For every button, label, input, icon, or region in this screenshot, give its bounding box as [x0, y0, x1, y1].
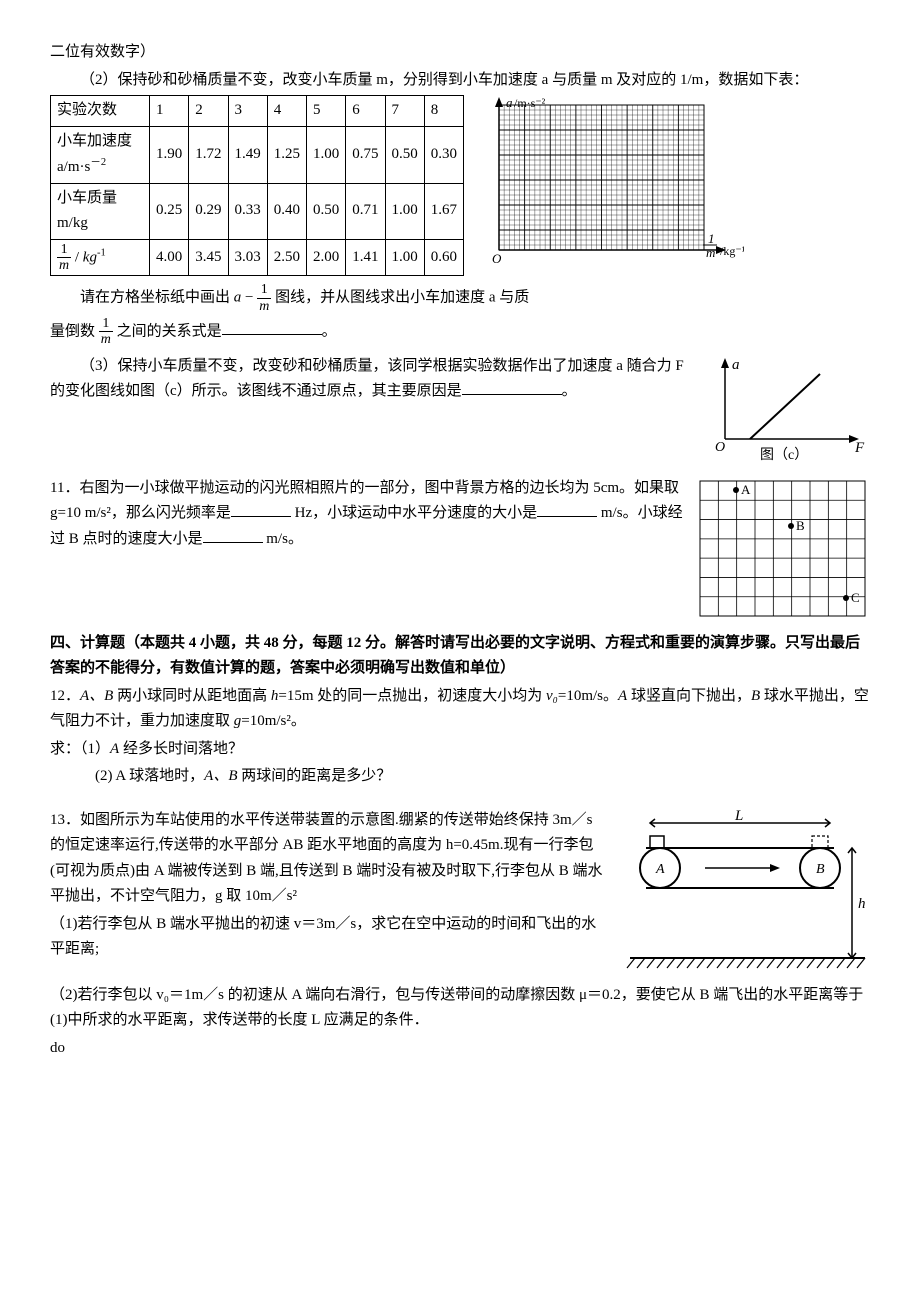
projectile-grid: A B C [695, 476, 870, 621]
svg-text:O: O [715, 440, 725, 455]
svg-text:h: h [858, 896, 866, 912]
conveyor-figure: L A B h [620, 808, 870, 983]
table-row: 1m / kg-1 4.00 3.45 3.03 2.50 2.00 1.41 … [51, 239, 464, 276]
label-B: B [796, 518, 805, 533]
cell: 4.00 [150, 239, 189, 276]
p4: 量倒数 1m 之间的关系式是。 [50, 316, 870, 348]
cell: 1.67 [424, 183, 463, 239]
q13-part1: （1)若行李包从 B 端水平抛出的初速 v＝3m／s，求它在空中运动的时间和飞出… [50, 912, 610, 963]
col-8: 8 [424, 96, 463, 127]
cell: 1.72 [189, 126, 228, 183]
svg-text:1: 1 [708, 231, 715, 246]
svg-text:L: L [734, 808, 743, 824]
grid-graph: a /m·s⁻² O 1 m /kg⁻¹ [474, 95, 744, 270]
svg-text:F: F [854, 440, 865, 456]
row1-label: 小车加速度 a/m·s－2 [51, 126, 150, 183]
cell: 2.50 [267, 239, 306, 276]
q13-part2: （2)若行李包以 v₀＝1m／s 的初速从 A 端向右滑行，包与传送带间的动摩擦… [50, 983, 870, 1034]
cell: 1.00 [307, 126, 346, 183]
col-3: 3 [228, 96, 267, 127]
col-1: 1 [150, 96, 189, 127]
part2-intro: （2）保持砂和砂桶质量不变，改变小车质量 m，分别得到小车加速度 a 与质量 m… [50, 68, 870, 94]
y-axis-a: a [506, 95, 513, 110]
x-axis-unit: /kg⁻¹ [720, 244, 744, 258]
q13-row: 13．如图所示为车站使用的水平传送带装置的示意图.绷紧的传送带始终保持 3m／s… [50, 808, 870, 983]
line-sigfigs: 二位有效数字） [50, 40, 870, 66]
cell: 0.40 [267, 183, 306, 239]
table-row: 小车加速度 a/m·s－2 1.90 1.72 1.49 1.25 1.00 0… [51, 126, 464, 183]
part3-text: （3）保持小车质量不变，改变砂和砂桶质量，该同学根据实验数据作出了加速度 a 随… [50, 354, 695, 405]
q13-text: 13．如图所示为车站使用的水平传送带装置的示意图.绷紧的传送带始终保持 3m／s… [50, 808, 610, 910]
graph-c: a F O 图（c） [705, 354, 870, 464]
cell: 0.50 [385, 126, 424, 183]
blank-freq [231, 501, 291, 517]
cell: 3.45 [189, 239, 228, 276]
blank-vb [203, 527, 263, 543]
cell: 0.75 [346, 126, 385, 183]
p3: 请在方格坐标纸中画出 a − 1m 图线，并从图线求出小车加速度 a 与质 [50, 282, 870, 314]
y-axis-unit: /m·s⁻² [514, 96, 546, 110]
part3-row: （3）保持小车质量不变，改变砂和砂桶质量，该同学根据实验数据作出了加速度 a 随… [50, 354, 870, 464]
cell: 0.25 [150, 183, 189, 239]
cell: 0.50 [307, 183, 346, 239]
cell: 0.60 [424, 239, 463, 276]
q11-text: 11．右图为一小球做平抛运动的闪光照相照片的一部分，图中背景方格的边长均为 5c… [50, 476, 685, 553]
table-and-grid-row: 实验次数 1 2 3 4 5 6 7 8 小车加速度 a/m·s－2 1.90 … [50, 95, 870, 276]
svg-text:a: a [732, 357, 740, 373]
table-row: 小车质量 m/kg 0.25 0.29 0.33 0.40 0.50 0.71 … [51, 183, 464, 239]
svg-text:A: A [655, 862, 665, 877]
cell: 3.03 [228, 239, 267, 276]
cell: 0.29 [189, 183, 228, 239]
cell: 1.00 [385, 183, 424, 239]
blank-reason [462, 379, 562, 395]
grid-origin: O [492, 251, 502, 266]
label-A: A [741, 482, 751, 497]
cell: 0.71 [346, 183, 385, 239]
svg-text:m: m [706, 245, 715, 260]
col-5: 5 [307, 96, 346, 127]
q12-ask1: 求：（1）A 经多长时间落地？ [50, 737, 870, 763]
q12-ask2: (2) A 球落地时，A、B 两球间的距离是多少？ [50, 764, 870, 790]
cell: 0.30 [424, 126, 463, 183]
col-2: 2 [189, 96, 228, 127]
row3-label: 1m / kg-1 [51, 239, 150, 276]
q11-row: 11．右图为一小球做平抛运动的闪光照相照片的一部分，图中背景方格的边长均为 5c… [50, 476, 870, 621]
svg-text:图（c）: 图（c） [760, 447, 808, 463]
header-experiment: 实验次数 [51, 96, 150, 127]
experiment-table: 实验次数 1 2 3 4 5 6 7 8 小车加速度 a/m·s－2 1.90 … [50, 95, 464, 276]
table-row: 实验次数 1 2 3 4 5 6 7 8 [51, 96, 464, 127]
col-6: 6 [346, 96, 385, 127]
label-C: C [851, 590, 860, 605]
cell: 0.33 [228, 183, 267, 239]
cell: 1.49 [228, 126, 267, 183]
cell: 1.41 [346, 239, 385, 276]
blank-vx [537, 501, 597, 517]
col-4: 4 [267, 96, 306, 127]
col-7: 7 [385, 96, 424, 127]
row2-label: 小车质量 m/kg [51, 183, 150, 239]
blank-relation [222, 319, 322, 335]
cell: 1.25 [267, 126, 306, 183]
svg-text:B: B [816, 862, 825, 877]
q12-line1: 12．A、B 两小球同时从距地面高 h=15m 处的同一点抛出，初速度大小均为 … [50, 684, 870, 735]
cell: 1.90 [150, 126, 189, 183]
section4-title: 四、计算题（本题共 4 小题，共 48 分，每题 12 分。解答时请写出必要的文… [50, 631, 870, 682]
cell: 1.00 [385, 239, 424, 276]
cell: 2.00 [307, 239, 346, 276]
